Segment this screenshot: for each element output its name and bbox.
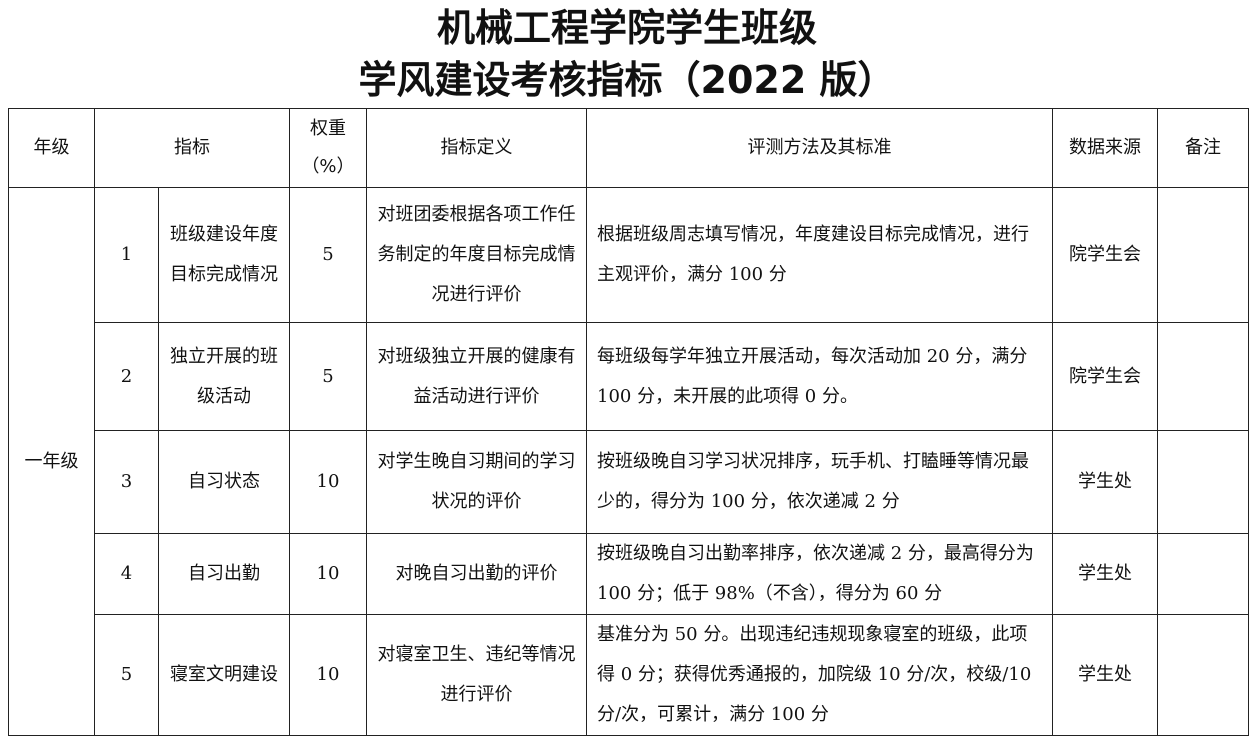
definition-cell: 对班团委根据各项工作任务制定的年度目标完成情况进行评价 bbox=[366, 187, 587, 323]
remark-cell bbox=[1157, 187, 1249, 323]
header-weight: 权重 （%） bbox=[289, 108, 367, 188]
weight-cell: 10 bbox=[289, 430, 367, 534]
remark-cell bbox=[1157, 533, 1249, 615]
row-number: 4 bbox=[94, 533, 159, 615]
remark-cell bbox=[1157, 614, 1249, 736]
source-cell: 学生处 bbox=[1052, 614, 1158, 736]
header-weight-unit: （%） bbox=[301, 156, 355, 177]
assessment-table: 年级 指标 权重 （%） 指标定义 评测方法及其标准 数据来源 备注 一年级 1 班级… bbox=[8, 108, 1249, 736]
indicator-name: 寝室文明建设 bbox=[158, 614, 290, 736]
weight-cell: 10 bbox=[289, 533, 367, 615]
header-indicator: 指标 bbox=[94, 108, 290, 188]
table-row: 4 自习出勤 10 对晚自习出勤的评价 按班级晚自习出勤率排序，依次递减 2 分，最高得… bbox=[9, 533, 1249, 615]
header-remark: 备注 bbox=[1157, 108, 1249, 188]
header-grade: 年级 bbox=[8, 108, 95, 188]
method-cell: 按班级晚自习学习状况排序，玩手机、打瞌睡等情况最少的，得分为 100 分，依次递… bbox=[586, 430, 1053, 534]
table-row: 2 独立开展的班级活动 5 对班级独立开展的健康有益活动进行评价 每班级每学年独立开展活… bbox=[9, 322, 1249, 431]
row-number: 1 bbox=[94, 187, 159, 323]
table-row: 一年级 1 班级建设年度目标完成情况 5 对班团委根据各项工作任务制定的年度目标完成情况… bbox=[8, 187, 1249, 736]
header-source: 数据来源 bbox=[1052, 108, 1158, 188]
header-method: 评测方法及其标准 bbox=[586, 108, 1053, 188]
method-cell: 根据班级周志填写情况，年度建设目标完成情况，进行主观评价，满分 100 分 bbox=[586, 187, 1053, 323]
source-cell: 学生处 bbox=[1052, 430, 1158, 534]
weight-cell: 10 bbox=[289, 614, 367, 736]
weight-cell: 5 bbox=[289, 322, 367, 431]
remark-cell bbox=[1157, 430, 1249, 534]
definition-cell: 对晚自习出勤的评价 bbox=[366, 533, 587, 615]
row-number: 3 bbox=[94, 430, 159, 534]
indicator-name: 独立开展的班级活动 bbox=[158, 322, 290, 431]
definition-cell: 对学生晚自习期间的学习状况的评价 bbox=[366, 430, 587, 534]
source-cell: 学生处 bbox=[1052, 533, 1158, 615]
indicator-name: 自习出勤 bbox=[158, 533, 290, 615]
header-row: 年级 指标 权重 （%） 指标定义 评测方法及其标准 数据来源 备注 bbox=[8, 108, 1249, 188]
remark-cell bbox=[1157, 322, 1249, 431]
doc-title-line1: 机械工程学院学生班级 bbox=[436, 6, 817, 50]
row-number: 5 bbox=[94, 614, 159, 736]
indicator-name: 班级建设年度目标完成情况 bbox=[158, 187, 290, 323]
definition-cell: 对寝室卫生、违纪等情况进行评价 bbox=[366, 614, 587, 736]
indicator-name: 自习状态 bbox=[158, 430, 290, 534]
weight-cell: 5 bbox=[289, 187, 367, 323]
grade-cell: 一年级 bbox=[8, 187, 95, 736]
source-cell: 院学生会 bbox=[1052, 322, 1158, 431]
method-cell: 每班级每学年独立开展活动，每次活动加 20 分，满分 100 分，未开展的此项得… bbox=[586, 322, 1053, 431]
doc-title-line2: 学风建设考核指标（2022 版） bbox=[358, 58, 896, 102]
source-cell: 院学生会 bbox=[1052, 187, 1158, 323]
header-weight-label: 权重 bbox=[310, 118, 346, 139]
table-row: 5 寝室文明建设 10 对寝室卫生、违纪等情况进行评价 基准分为 50 分。出现违纪违规… bbox=[9, 614, 1249, 736]
definition-cell: 对班级独立开展的健康有益活动进行评价 bbox=[366, 322, 587, 431]
method-cell: 按班级晚自习出勤率排序，依次递减 2 分，最高得分为 100 分；低于 98%（… bbox=[586, 533, 1053, 615]
row-number: 2 bbox=[94, 322, 159, 431]
table-row: 3 自习状态 10 对学生晚自习期间的学习状况的评价 按班级晚自习学习状况排序，玩手机、… bbox=[9, 430, 1249, 534]
header-definition: 指标定义 bbox=[366, 108, 587, 188]
method-cell: 基准分为 50 分。出现违纪违规现象寝室的班级，此项得 0 分；获得优秀通报的，… bbox=[586, 614, 1053, 736]
